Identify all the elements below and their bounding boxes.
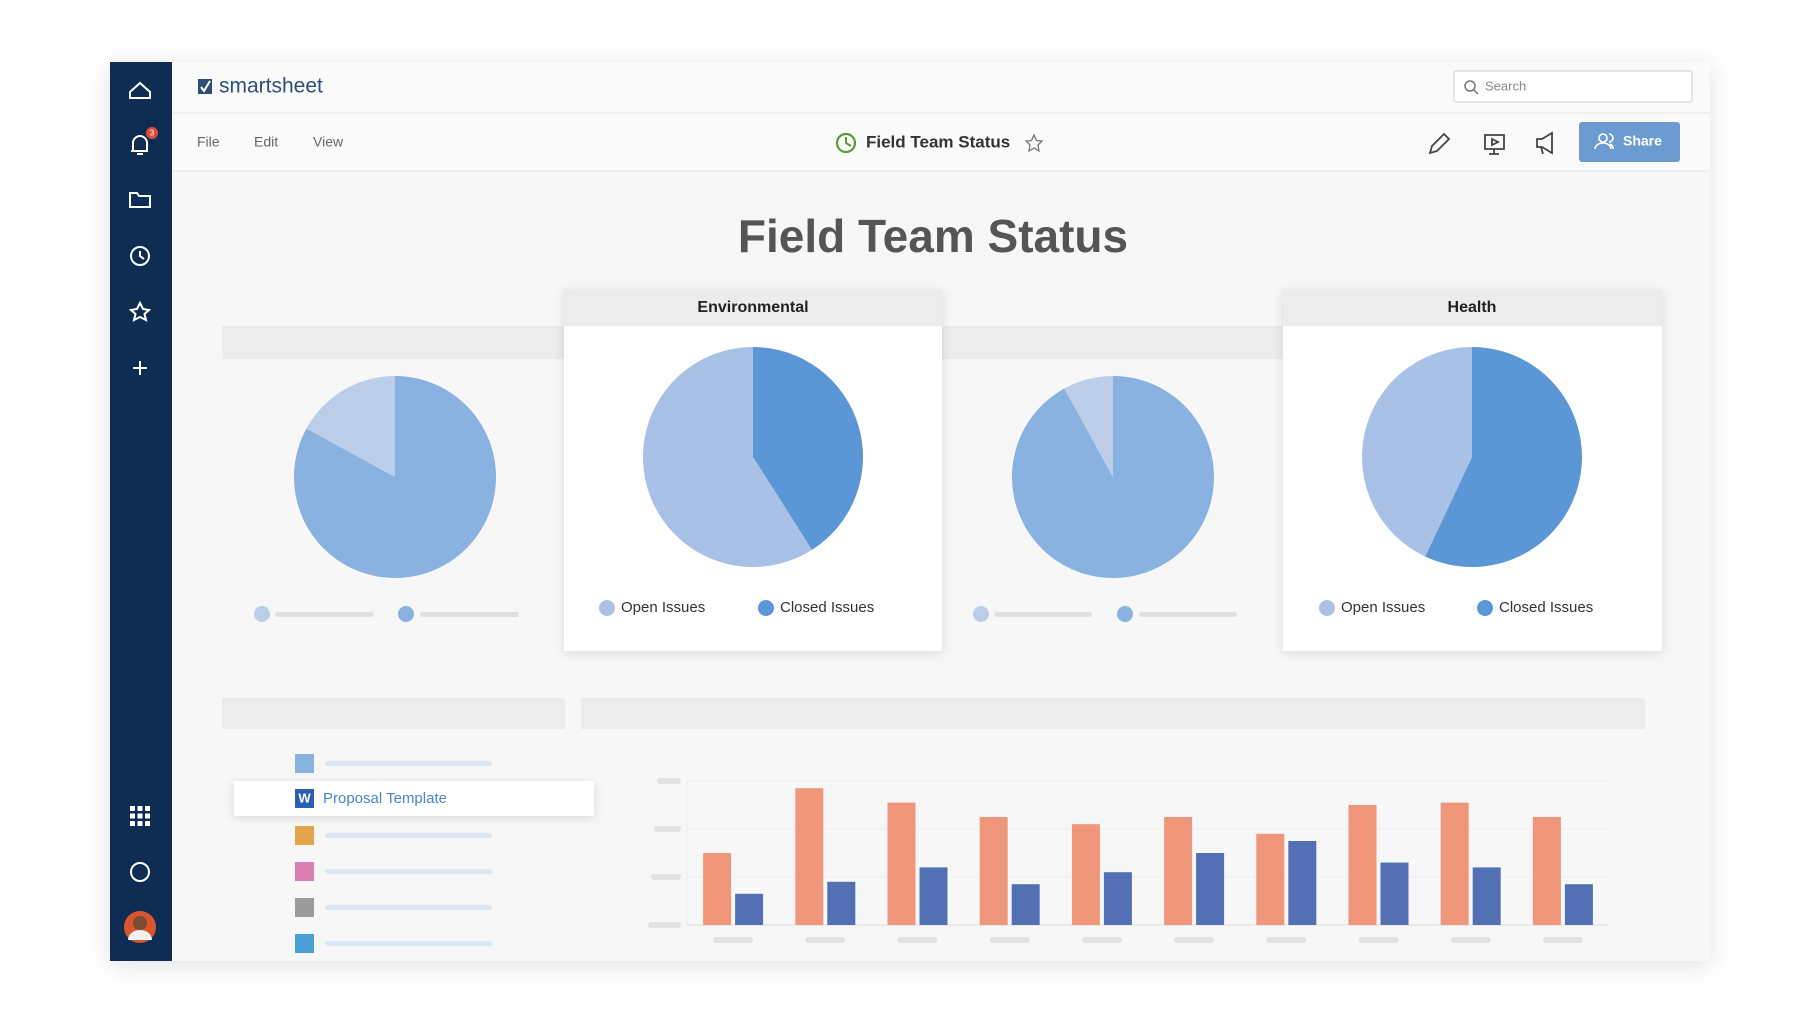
bar	[1288, 841, 1317, 925]
x-tick-placeholder	[1174, 937, 1215, 943]
search-placeholder[interactable]: Search	[1485, 78, 1526, 93]
brand: smartsheet	[219, 75, 323, 98]
x-tick-placeholder	[1358, 937, 1399, 943]
bell-icon[interactable]	[131, 135, 148, 155]
bar	[1532, 817, 1561, 925]
create-icon[interactable]	[133, 361, 147, 375]
legend-swatch	[1477, 600, 1493, 616]
x-tick-placeholder	[713, 937, 754, 943]
dashboard-icon	[835, 132, 857, 154]
pie-slice	[306, 375, 395, 477]
legend-swatch	[599, 600, 615, 616]
bar	[1011, 884, 1040, 925]
legend-label: Closed Issues	[780, 599, 874, 616]
dashboard-icon	[845, 137, 852, 147]
home-icon[interactable]	[129, 81, 151, 99]
placeholder-header	[222, 698, 565, 729]
placeholder-legend	[254, 606, 1237, 622]
bar	[919, 867, 948, 925]
folder-icon[interactable]	[129, 192, 151, 208]
search-icon	[1464, 80, 1476, 92]
file-list	[295, 754, 492, 953]
bar	[795, 788, 824, 925]
x-tick-placeholder	[1542, 937, 1583, 943]
bar	[735, 893, 764, 925]
legend-label: Open Issues	[621, 599, 705, 616]
sidebar	[110, 62, 172, 961]
sidebar-icons[interactable]: 3	[124, 81, 158, 943]
word-icon-letter: W	[298, 790, 311, 805]
widget-title: Environmental	[697, 299, 808, 316]
pie-slice	[1425, 347, 1582, 567]
bar	[1196, 853, 1225, 925]
legend-label: Closed Issues	[1499, 599, 1593, 616]
y-tick-placeholder	[657, 778, 681, 784]
pie-slice	[1064, 375, 1113, 477]
bar	[1440, 802, 1469, 925]
bar	[1164, 817, 1193, 925]
legend-swatch	[758, 600, 774, 616]
legend-label: Open Issues	[1341, 599, 1425, 616]
bar	[887, 802, 916, 925]
bar	[703, 853, 732, 925]
file-name[interactable]: Proposal Template	[323, 790, 447, 807]
placeholder-header	[581, 698, 1645, 729]
menu-item[interactable]: Edit	[254, 134, 278, 150]
apps-icon[interactable]	[130, 806, 150, 826]
x-tick-placeholder	[1450, 937, 1491, 943]
avatar-face	[133, 916, 147, 930]
bar	[979, 817, 1008, 925]
doc-title: Field Team Status	[866, 132, 1010, 151]
share-icon	[1594, 133, 1614, 150]
pie-slice	[642, 347, 812, 567]
avatar-body	[128, 930, 152, 940]
bar	[1256, 833, 1285, 925]
word-icon	[295, 789, 314, 808]
favorites-icon[interactable]	[128, 300, 152, 322]
widget-title: Health	[1448, 299, 1497, 316]
x-tick-placeholder	[805, 937, 846, 943]
clock-hand	[139, 251, 145, 260]
badge	[146, 127, 158, 139]
pie-slice	[753, 347, 863, 550]
menu-item[interactable]: File	[197, 134, 220, 150]
search-box[interactable]	[1453, 70, 1693, 103]
announce-icon[interactable]	[1536, 131, 1553, 155]
recent-icon[interactable]	[130, 246, 150, 266]
menu-item[interactable]: View	[313, 134, 344, 150]
bar	[827, 881, 856, 925]
help-icon[interactable]	[130, 862, 150, 882]
bar	[1103, 872, 1132, 925]
share-label[interactable]: Share	[1623, 133, 1662, 149]
favorite-star[interactable]	[1024, 133, 1044, 153]
bar	[1071, 824, 1100, 925]
bar	[1564, 884, 1593, 925]
y-tick-placeholder	[654, 826, 681, 832]
x-tick-placeholder	[1081, 937, 1122, 943]
widget-header	[564, 290, 942, 326]
bar	[1380, 862, 1409, 925]
share-icon	[1598, 133, 1608, 143]
page-title: Field Team Status	[738, 210, 1128, 262]
edit-icon[interactable]	[1428, 132, 1451, 155]
legend-swatch	[1319, 600, 1335, 616]
badge-count: 3	[150, 129, 155, 138]
share-button[interactable]	[1579, 122, 1680, 162]
x-tick-placeholder	[897, 937, 938, 943]
search-icon	[1473, 89, 1479, 95]
bar	[1472, 867, 1501, 925]
present-icon[interactable]	[1484, 134, 1505, 155]
y-tick-placeholder	[651, 874, 681, 880]
bar	[1348, 805, 1377, 925]
x-tick-placeholder	[1266, 937, 1307, 943]
file-row[interactable]	[234, 781, 594, 816]
widget-header	[1283, 290, 1662, 326]
x-tick-placeholder	[989, 937, 1030, 943]
logo-check	[200, 80, 211, 93]
pie-slice	[1361, 347, 1472, 557]
y-tick-placeholder	[648, 922, 681, 928]
